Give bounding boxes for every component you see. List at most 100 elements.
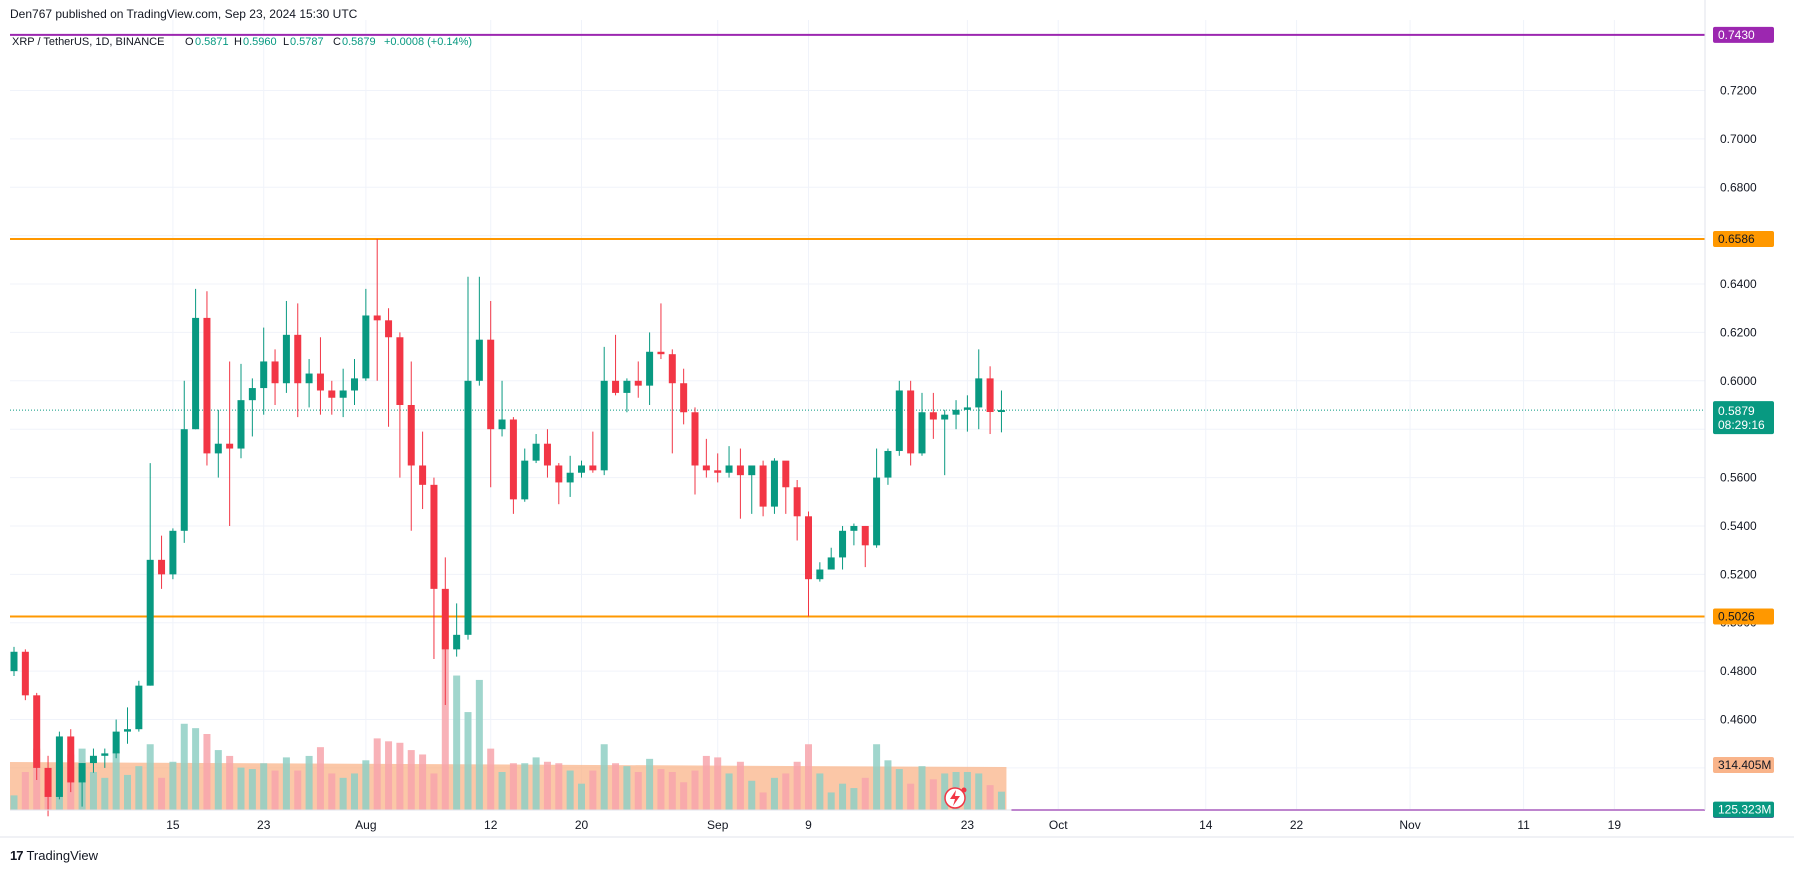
candle-body	[55, 736, 63, 797]
candle-body	[282, 334, 290, 384]
level-tag: 0.5026	[1713, 608, 1774, 625]
tradingview-brand-text: TradingView	[26, 848, 99, 863]
x-tick-label: 12	[484, 818, 498, 832]
level-tag-text: 0.5026	[1718, 609, 1755, 623]
volume-bar	[668, 772, 676, 810]
candle-body	[509, 419, 517, 500]
volume-series	[10, 620, 1007, 810]
candle-body	[861, 525, 869, 546]
volume-bar	[895, 769, 903, 810]
candle-body	[294, 334, 302, 384]
volume-bar	[89, 772, 97, 810]
candle-body	[385, 320, 393, 338]
volume-bar	[248, 769, 256, 810]
y-tick-label: 0.5400	[1720, 519, 1757, 533]
candle-body	[907, 390, 915, 454]
y-tick-label: 0.4800	[1720, 664, 1757, 678]
candle-body	[305, 373, 313, 384]
candle-body	[805, 516, 812, 580]
last-price-tag-bg	[1713, 401, 1774, 435]
volume-bar	[680, 782, 688, 810]
candle-body	[702, 465, 710, 471]
candle-body	[691, 412, 699, 466]
volume-bar	[997, 791, 1005, 810]
candle-body	[929, 412, 937, 420]
x-tick-label: 19	[1608, 818, 1622, 832]
legend-ohlc: O 0.5871 H 0.5960 L 0.5787 C 0.5879 +0.0…	[185, 36, 472, 48]
volume-bar	[203, 734, 211, 810]
candle-body	[328, 390, 336, 398]
y-tick-label: 0.6800	[1720, 180, 1757, 194]
candle-body	[237, 400, 245, 449]
volume-bar	[657, 769, 665, 810]
volume-bar	[430, 773, 438, 810]
candle-body	[146, 559, 154, 686]
candle-body	[169, 530, 177, 575]
candle-body	[941, 414, 949, 420]
axes	[0, 0, 1794, 838]
candle-body	[952, 409, 960, 415]
volume-bar	[214, 750, 222, 810]
legend-o-label: O	[185, 36, 194, 48]
candle-body	[793, 487, 801, 517]
volume-bar	[487, 748, 495, 810]
y-tick-label: 0.4600	[1720, 713, 1757, 727]
volume-bar	[453, 675, 461, 810]
candle-body	[646, 351, 654, 386]
candle-body	[192, 317, 200, 430]
tradingview-brand[interactable]: 17 TradingView	[10, 848, 98, 863]
volume-bar	[328, 773, 336, 810]
volume-bar	[612, 763, 620, 810]
volume-bar	[260, 763, 268, 810]
candle-body	[67, 736, 75, 783]
candle-body	[21, 651, 29, 696]
candle-body	[260, 361, 268, 389]
volume-bar	[226, 755, 234, 810]
candle-body	[816, 569, 824, 580]
y-tick-label: 0.5200	[1720, 567, 1757, 581]
candle-body	[782, 460, 790, 488]
candle-body	[657, 351, 665, 355]
candle-body	[214, 443, 222, 454]
candle-body	[158, 559, 166, 575]
volume-ma-tag-text: 314.405M	[1718, 758, 1771, 772]
candle-body	[770, 460, 778, 507]
volume-bar	[362, 760, 370, 810]
volume-bar	[282, 757, 290, 810]
volume-bar	[146, 744, 154, 810]
candle-body	[895, 390, 903, 451]
candle-body	[226, 443, 234, 449]
volume-bar	[464, 712, 472, 810]
candle-body	[918, 412, 926, 454]
legend-l-label: L	[283, 36, 289, 48]
x-tick-label: 20	[575, 818, 589, 832]
publisher-line: Den767 published on TradingView.com, Sep…	[10, 7, 358, 21]
candle-body	[668, 354, 676, 384]
candle-body	[884, 450, 892, 478]
volume-bar	[600, 744, 608, 810]
candle-body	[339, 390, 347, 398]
candle-body	[33, 695, 41, 768]
x-tick-label: 22	[1290, 818, 1304, 832]
candle-body	[589, 465, 597, 471]
candle-body	[714, 470, 722, 473]
y-tick-label: 0.7000	[1720, 132, 1757, 146]
replay-icon[interactable]	[944, 787, 967, 809]
legend-h-label: H	[234, 36, 242, 48]
x-tick-label: 9	[805, 818, 812, 832]
candle-body	[441, 588, 449, 650]
volume-bar	[543, 761, 551, 810]
x-tick-label: Aug	[355, 818, 376, 832]
volume-bar	[158, 777, 166, 810]
volume-bar	[271, 770, 279, 810]
candle-body	[487, 339, 495, 430]
volume-bar	[566, 770, 574, 810]
candle-body	[373, 315, 381, 321]
volume-bar	[101, 777, 109, 810]
y-tick-label: 0.5600	[1720, 471, 1757, 485]
candle-body	[362, 315, 370, 379]
candle-body	[203, 317, 211, 454]
volume-bar	[884, 760, 892, 810]
